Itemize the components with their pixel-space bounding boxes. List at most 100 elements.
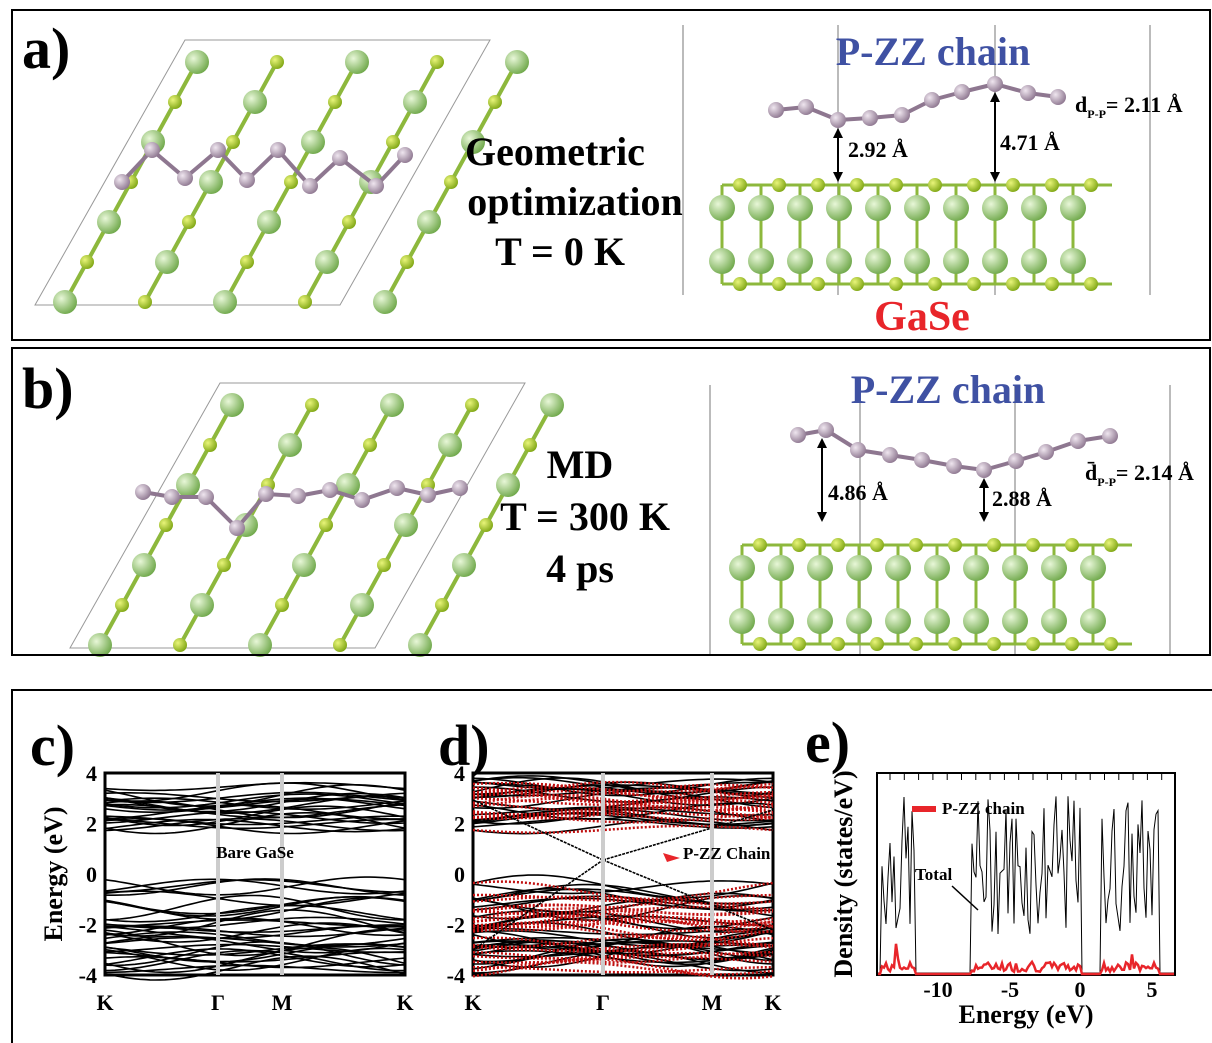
atom: [354, 492, 370, 508]
atom: [729, 608, 755, 634]
atom: [889, 277, 903, 291]
atom: [132, 553, 156, 577]
annotation: P-ZZ Chain: [683, 844, 771, 863]
atom: [319, 518, 333, 532]
symbol: d: [1075, 92, 1087, 117]
atom: [1102, 428, 1118, 444]
atom: [257, 210, 281, 234]
atom: [768, 555, 794, 581]
atom: [138, 295, 152, 309]
atom: [798, 99, 814, 115]
atom: [220, 393, 244, 417]
atom: [479, 518, 493, 532]
atom: [1026, 538, 1040, 552]
atom: [733, 178, 747, 192]
atom: [292, 553, 316, 577]
atom: [368, 178, 384, 194]
atom: [248, 633, 272, 657]
y-axis-label: Energy (eV): [39, 806, 68, 941]
atom: [1002, 555, 1028, 581]
atom: [465, 398, 479, 412]
atom: [768, 102, 784, 118]
atom: [377, 558, 391, 572]
substrate: GaSe: [874, 294, 970, 340]
atom: [924, 92, 940, 108]
chain-title: P-ZZ chain: [851, 367, 1045, 412]
atom: [963, 608, 989, 634]
atom: [350, 593, 374, 617]
y-tick-label: -4: [79, 963, 97, 988]
atom: [748, 195, 774, 221]
atom: [373, 290, 397, 314]
atom: [270, 55, 284, 69]
y-tick-label: 4: [86, 761, 97, 786]
atom: [882, 447, 898, 463]
atom: [1041, 555, 1067, 581]
atom: [333, 638, 347, 652]
y-tick-label: 4: [454, 761, 465, 786]
x-tick-label: 5: [1147, 977, 1158, 1002]
distance: 2.92 Å: [848, 137, 908, 162]
caption: 4 ps: [546, 546, 614, 591]
atom: [430, 55, 444, 69]
y-tick-label: -2: [79, 913, 97, 938]
atom: [452, 480, 468, 496]
atom: [792, 538, 806, 552]
atom: [811, 178, 825, 192]
atom: [709, 248, 735, 274]
atom: [488, 95, 502, 109]
atom: [199, 170, 223, 194]
atom: [305, 398, 319, 412]
caption: Geometric: [465, 129, 645, 174]
atom: [1080, 608, 1106, 634]
atom: [885, 555, 911, 581]
atom: [830, 112, 846, 128]
atom: [270, 142, 286, 158]
atom: [213, 290, 237, 314]
atom: [982, 248, 1008, 274]
y-tick-label: 0: [86, 862, 97, 887]
caption: MD: [547, 442, 614, 487]
x-tick-label: Γ: [596, 990, 610, 1015]
atom: [114, 174, 130, 190]
atom: [144, 142, 160, 158]
atom: [1080, 555, 1106, 581]
atom: [290, 488, 306, 504]
x-tick-label: K: [764, 990, 781, 1015]
atom: [386, 135, 400, 149]
panel-label: a): [22, 16, 70, 81]
atom: [240, 255, 254, 269]
atom: [173, 638, 187, 652]
atom: [943, 195, 969, 221]
atom: [1060, 248, 1086, 274]
y-tick-label: 2: [86, 812, 97, 837]
atom: [258, 486, 274, 502]
atom: [748, 248, 774, 274]
x-tick-label: K: [396, 990, 413, 1015]
atom: [768, 608, 794, 634]
atom: [1006, 178, 1020, 192]
atom: [1065, 538, 1079, 552]
atom: [164, 489, 180, 505]
atom: [217, 558, 231, 572]
panel-label: b): [22, 356, 74, 421]
atom: [787, 195, 813, 221]
chain-title: P-ZZ chain: [836, 29, 1030, 74]
atom: [924, 608, 950, 634]
atom: [380, 393, 404, 417]
figure: a) Geometric optimization T = 0 K P-ZZ c…: [0, 0, 1212, 1043]
atom: [190, 593, 214, 617]
atom: [177, 170, 193, 186]
symbol: d̄: [1085, 460, 1097, 485]
atom: [275, 598, 289, 612]
atom: [185, 50, 209, 74]
atom: [328, 95, 342, 109]
caption: T = 300 K: [500, 494, 670, 539]
atom: [176, 473, 200, 497]
atom: [97, 210, 121, 234]
atom: [115, 598, 129, 612]
atom: [278, 433, 302, 457]
atom: [807, 555, 833, 581]
atom: [894, 107, 910, 123]
atom: [1008, 453, 1024, 469]
